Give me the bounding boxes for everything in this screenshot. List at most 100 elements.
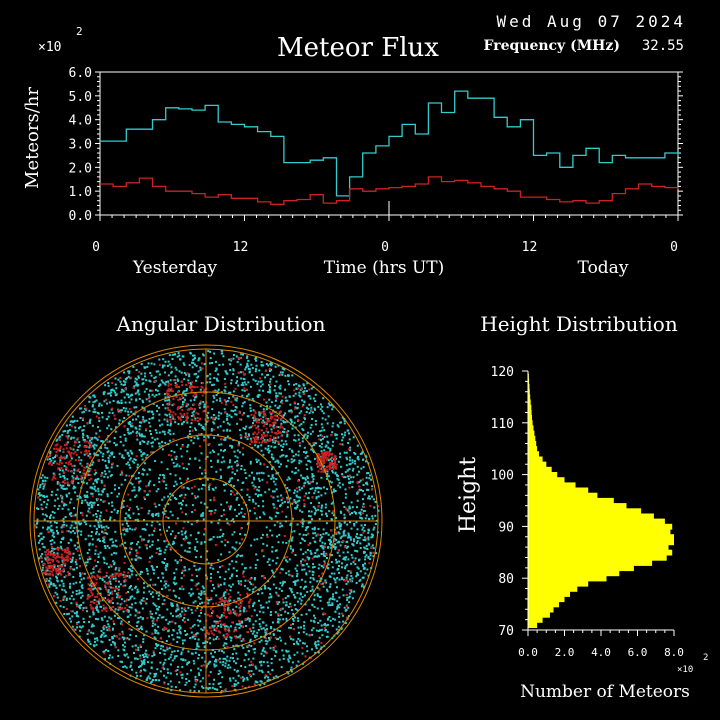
angular-point <box>304 478 307 481</box>
angular-point <box>373 506 376 509</box>
angular-point <box>197 370 200 373</box>
angular-point <box>163 393 166 396</box>
angular-point <box>175 393 178 396</box>
angular-point <box>37 488 40 491</box>
angular-point <box>176 665 179 668</box>
angular-point <box>105 571 108 574</box>
angular-point <box>242 610 245 613</box>
angular-point <box>325 532 328 535</box>
angular-point <box>83 473 86 476</box>
angular-point <box>216 620 219 623</box>
angular-point <box>182 538 185 540</box>
angular-point <box>225 400 228 403</box>
angular-point <box>210 598 213 601</box>
angular-point <box>330 404 333 406</box>
angular-point <box>362 565 365 568</box>
angular-point <box>206 416 209 419</box>
angular-point <box>148 410 151 413</box>
angular-point <box>60 467 63 470</box>
angular-point <box>219 528 222 531</box>
angular-point <box>337 631 340 633</box>
angular-point <box>60 456 63 459</box>
angular-point <box>253 538 256 541</box>
angular-point <box>360 585 363 588</box>
angular-point <box>223 583 226 586</box>
angular-point <box>334 578 337 581</box>
angular-point <box>271 474 274 477</box>
angular-point <box>331 425 334 428</box>
angular-point <box>130 393 133 396</box>
angular-point <box>142 640 145 643</box>
angular-point <box>72 478 75 481</box>
angular-point <box>172 629 175 631</box>
angular-point <box>230 484 233 487</box>
angular-point <box>356 566 359 569</box>
angular-point <box>289 547 292 550</box>
angular-point <box>250 583 253 586</box>
angular-point <box>223 614 225 617</box>
angular-point <box>159 528 161 531</box>
angular-point <box>123 636 126 639</box>
angular-point <box>322 528 325 531</box>
angular-point <box>343 556 346 559</box>
angular-point <box>224 608 227 611</box>
angular-point <box>68 492 71 495</box>
angular-point <box>260 494 263 497</box>
angular-point <box>135 383 138 386</box>
angular-point <box>152 413 155 416</box>
angular-point <box>55 575 58 578</box>
angular-point <box>209 350 212 353</box>
angular-point <box>74 513 77 516</box>
angular-point <box>101 577 104 580</box>
angular-point <box>151 595 154 598</box>
angular-point <box>128 454 131 457</box>
angular-point <box>290 637 292 640</box>
angular-point <box>242 646 245 649</box>
angular-point <box>303 642 306 645</box>
angular-point <box>360 467 363 470</box>
angular-point <box>190 523 193 526</box>
angular-point <box>51 490 54 493</box>
angular-point <box>154 637 157 640</box>
angular-point <box>258 411 261 414</box>
angular-point <box>128 575 131 577</box>
angular-point <box>69 420 72 423</box>
angular-point <box>356 473 359 476</box>
angular-point <box>88 409 91 412</box>
angular-point <box>70 602 73 605</box>
angular-point <box>151 540 154 543</box>
angular-point <box>152 651 155 654</box>
angular-point <box>84 476 86 479</box>
angular-point <box>157 616 160 619</box>
angular-point <box>308 403 311 406</box>
angular-point <box>349 449 351 452</box>
angular-point <box>64 482 66 485</box>
angular-point <box>116 593 119 596</box>
angular-point <box>311 527 314 530</box>
angular-point <box>150 442 153 445</box>
angular-point <box>302 642 304 645</box>
angular-point <box>146 656 149 659</box>
angular-point <box>228 659 231 662</box>
angular-point <box>36 521 39 524</box>
angular-point <box>233 450 236 453</box>
angular-point <box>174 594 177 597</box>
angular-point <box>136 430 139 433</box>
angular-point <box>248 371 251 374</box>
angular-point <box>175 396 178 398</box>
angular-point <box>157 576 160 579</box>
angular-point <box>77 446 80 448</box>
angular-point <box>149 610 152 613</box>
angular-point <box>365 544 368 547</box>
angular-point <box>324 492 327 495</box>
angular-point <box>133 597 136 600</box>
angular-point <box>70 481 73 484</box>
angular-point <box>223 438 226 441</box>
angular-point <box>183 608 186 611</box>
angular-point <box>88 584 91 587</box>
angular-point <box>243 468 246 471</box>
angular-point <box>103 475 106 478</box>
angular-point <box>235 623 238 626</box>
angular-point <box>50 530 53 533</box>
angular-point <box>46 528 49 531</box>
